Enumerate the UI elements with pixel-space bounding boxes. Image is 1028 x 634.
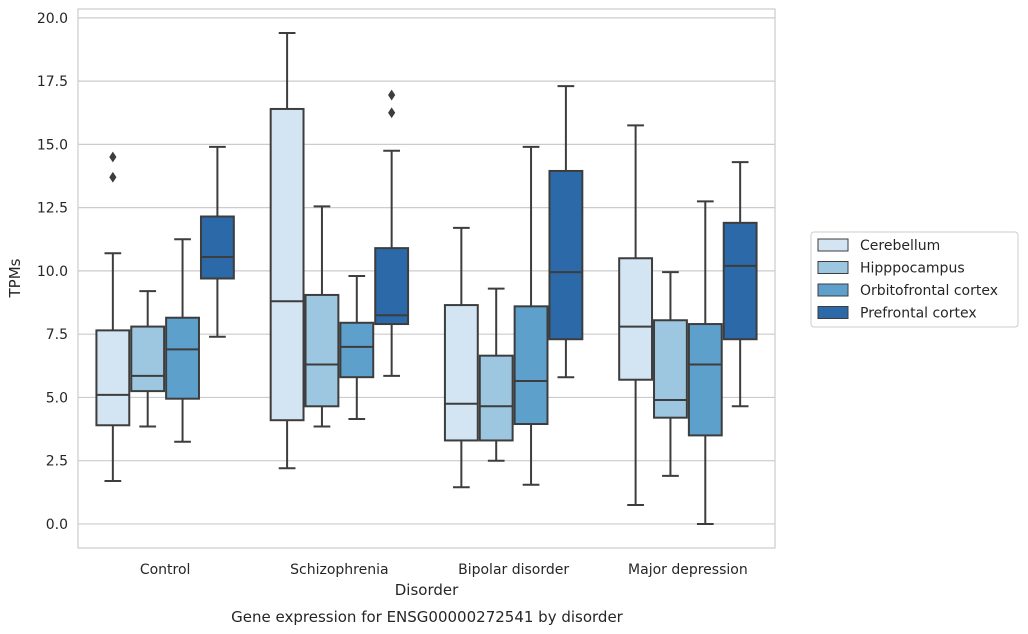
box-1-2	[478, 287, 514, 462]
legend: Cerebellum Hipppocampus Orbitofrontal cort…	[810, 231, 1019, 328]
iqr-box	[130, 325, 166, 393]
chart-caption: Gene expression for ENSG00000272541 by d…	[231, 608, 624, 626]
outlier-point	[388, 107, 396, 119]
iqr-box	[618, 257, 654, 381]
legend-swatch	[817, 283, 849, 297]
legend-label: Cerebellum	[860, 238, 940, 254]
box-2-3	[687, 200, 723, 525]
x-tick-label: Control	[140, 562, 191, 578]
box-0-3	[618, 124, 654, 506]
gridlines	[78, 17, 775, 525]
legend-label: Orbitofrontal cortex	[860, 283, 998, 299]
iqr-box	[165, 316, 200, 400]
outlier-point	[109, 151, 117, 163]
x-axis-label: Disorder	[395, 581, 459, 599]
iqr-box	[95, 329, 131, 427]
y-tick-label: 15.0	[37, 137, 68, 153]
iqr-box	[722, 221, 758, 341]
iqr-box	[687, 323, 723, 437]
legend-label: Hipppocampus	[860, 261, 965, 277]
box-3-0	[199, 145, 235, 338]
iqr-box	[304, 293, 340, 408]
y-tick-label: 0.0	[46, 517, 68, 533]
legend-frame	[810, 231, 1019, 328]
box-0-0	[95, 151, 131, 482]
iqr-box	[548, 169, 584, 341]
box-2-2	[513, 145, 549, 486]
box-3-1	[374, 89, 410, 377]
outlier-point	[109, 171, 117, 183]
iqr-box	[269, 107, 305, 422]
box-0-1	[269, 32, 305, 470]
iqr-box	[339, 321, 375, 379]
iqr-box	[513, 305, 549, 426]
plot-area	[77, 8, 776, 549]
box-1-0	[130, 290, 166, 428]
iqr-box	[478, 354, 514, 442]
x-tick-label: Bipolar disorder	[458, 562, 569, 578]
y-tick-label: 5.0	[46, 390, 68, 406]
x-tick-label: Major depression	[628, 562, 748, 578]
box-0-2	[443, 226, 479, 489]
box-1-1	[304, 205, 340, 428]
box-2-1	[339, 274, 375, 420]
iqr-box	[653, 319, 688, 419]
y-tick-label: 12.5	[37, 201, 68, 217]
x-tick-label: Schizophrenia	[290, 562, 388, 578]
y-tick-label: 20.0	[37, 11, 68, 27]
iqr-box	[374, 247, 410, 326]
y-axis-label: TPMs	[6, 258, 24, 298]
outlier-point	[388, 89, 396, 101]
y-tick-labels: 0.0 2.5 5.0 7.5 10.0 12.5 15.0 17.5 20.0	[37, 11, 68, 533]
y-tick-label: 17.5	[37, 74, 68, 90]
box-3-2	[548, 85, 584, 379]
legend-swatch	[817, 238, 849, 252]
y-tick-label: 2.5	[46, 454, 68, 470]
x-tick-labels: Control Schizophrenia Bipolar disorder Majo…	[140, 562, 748, 578]
iqr-box	[199, 215, 235, 280]
boxes	[95, 32, 758, 525]
legend-label: Prefrontal cortex	[860, 306, 977, 322]
y-tick-label: 10.0	[37, 264, 68, 280]
iqr-box	[443, 304, 479, 442]
legend-swatch	[817, 261, 849, 274]
legend-swatch	[817, 306, 849, 319]
box-1-3	[653, 271, 688, 477]
box-2-0	[165, 238, 200, 443]
box-3-3	[722, 161, 758, 408]
y-tick-label: 7.5	[46, 327, 68, 343]
